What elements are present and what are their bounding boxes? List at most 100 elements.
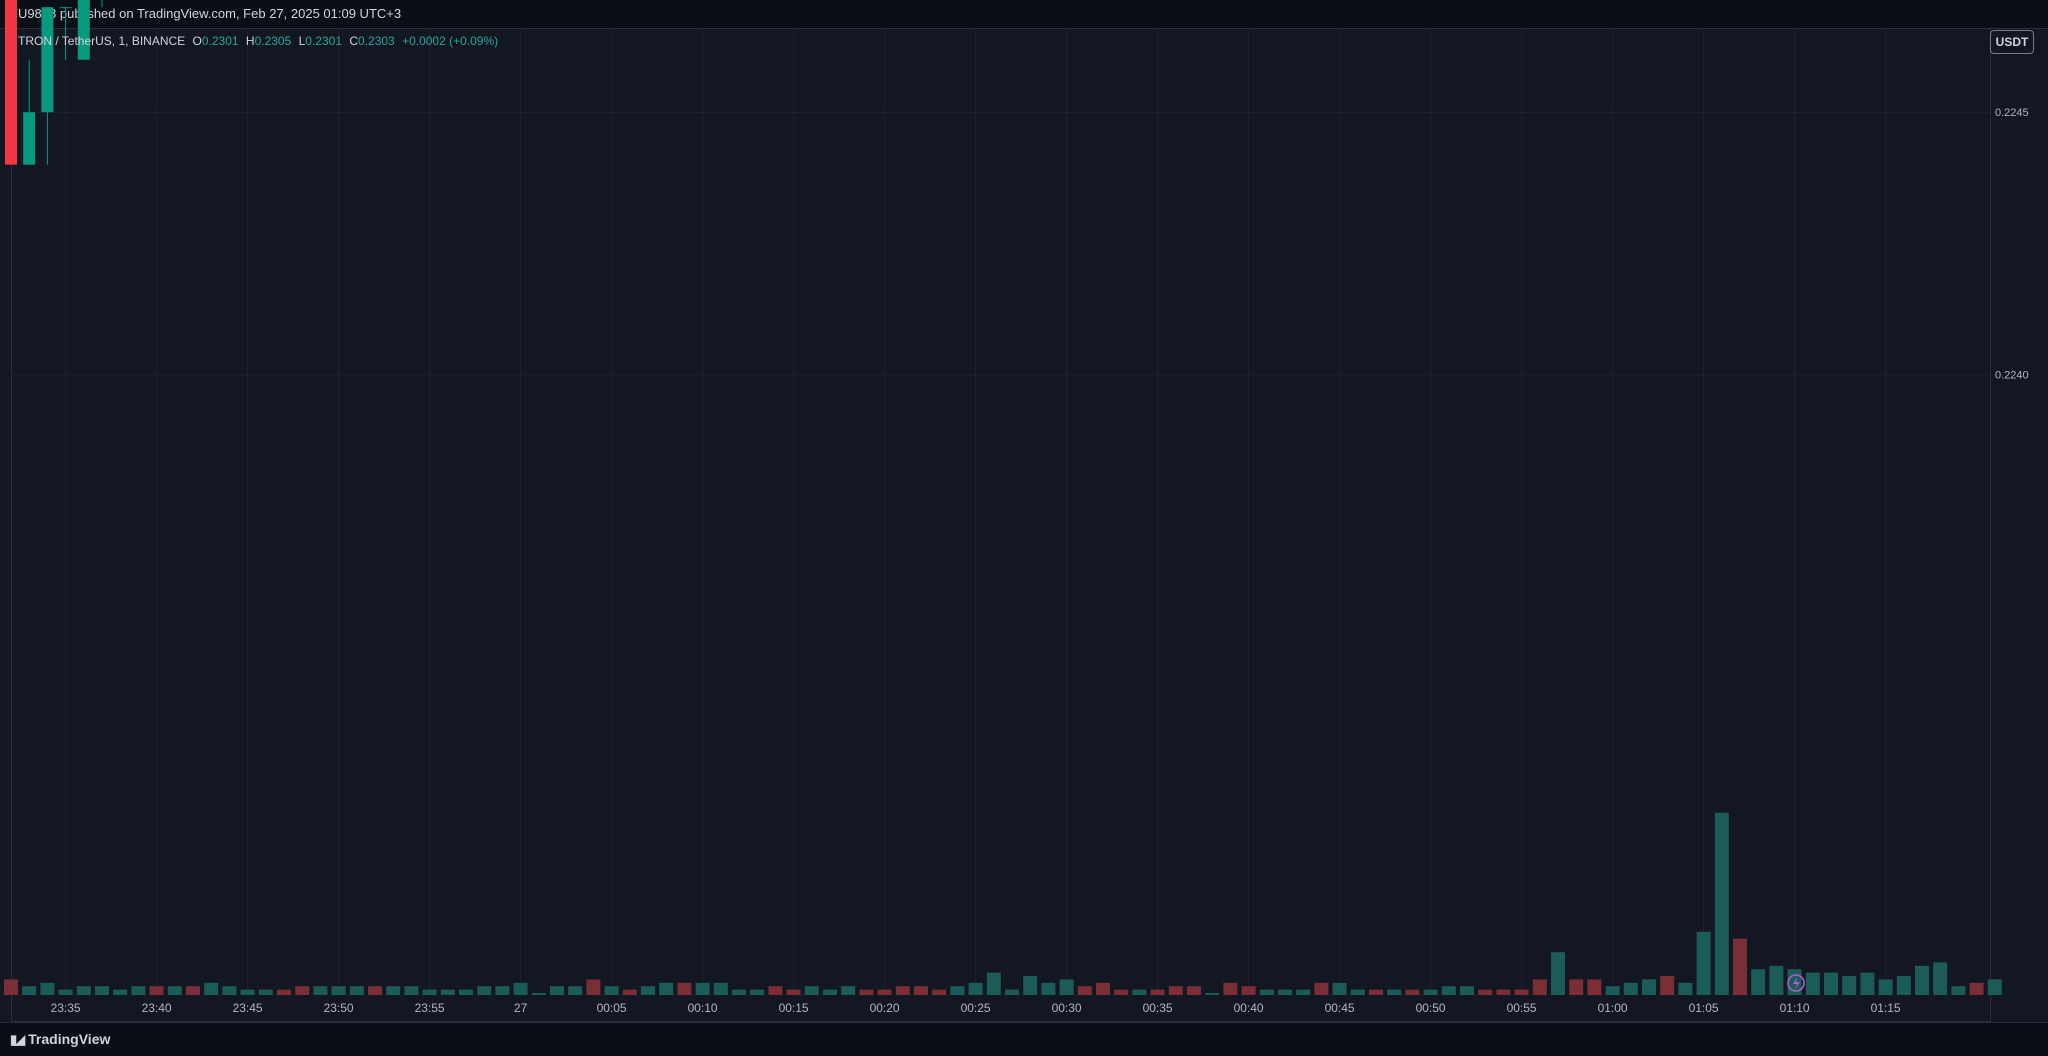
- volume-bar: [823, 989, 837, 995]
- volume-bar: [58, 989, 73, 995]
- volume-bar: [1369, 989, 1383, 995]
- volume-bar: [149, 986, 164, 995]
- volume-bar: [422, 989, 437, 995]
- volume-bar: [258, 989, 273, 995]
- symbol-legend[interactable]: TRON / TetherUS, 1, BINANCE O0.2301 H0.2…: [18, 34, 498, 48]
- x-tick-label: 23:40: [142, 1001, 172, 1015]
- volume-bar: [1678, 982, 1693, 995]
- x-tick-label: 00:45: [1325, 1001, 1355, 1015]
- x-tick-label: 01:15: [1871, 1001, 1901, 1015]
- low-value: 0.2301: [305, 34, 342, 48]
- volume-bar: [1150, 989, 1165, 995]
- volume-bar: [331, 986, 346, 995]
- volume-bar: [459, 989, 473, 995]
- volume-bar: [167, 986, 182, 995]
- x-axis-labels: 23:35 23:40 23:45 23:50 23:55 27 00:05 00:10 00:…: [51, 1001, 1901, 1015]
- volume-bar: [531, 993, 546, 995]
- high-label: H: [245, 34, 255, 48]
- volume-bar: [368, 986, 382, 995]
- volume-bar: [750, 989, 765, 995]
- candle-body: [5, 0, 17, 165]
- volume-bar: [950, 986, 965, 995]
- volume-bar: [1951, 986, 1966, 995]
- volume-bar: [1587, 979, 1602, 995]
- currency-button[interactable]: USDT: [1990, 30, 2034, 54]
- volume-bar: [641, 986, 655, 995]
- volume-bar: [1496, 989, 1511, 995]
- y-tick-label: 0.2240: [1995, 370, 2029, 382]
- volume-bar: [914, 986, 928, 995]
- volume-bar: [76, 986, 91, 995]
- x-tick-label: 00:40: [1234, 1001, 1264, 1015]
- volume-bar: [804, 986, 819, 995]
- volume-bar: [1259, 989, 1274, 995]
- volume-bar: [1933, 962, 1948, 995]
- volume-bar: [1478, 989, 1493, 995]
- volume-bar: [186, 986, 200, 995]
- volume-bar: [204, 982, 219, 995]
- volume-bar: [550, 986, 564, 995]
- volume-bar: [313, 986, 328, 995]
- close-label: C: [349, 34, 359, 48]
- volume-bar: [1696, 931, 1711, 995]
- x-tick-label: 23:45: [233, 1001, 263, 1015]
- volume-bar: [1915, 965, 1929, 995]
- alert-icon[interactable]: [1787, 974, 1805, 992]
- volume-bar: [113, 989, 128, 995]
- x-tick-label: 00:20: [870, 1001, 900, 1015]
- volume-bar: [477, 986, 492, 995]
- volume-bar: [604, 986, 619, 995]
- tradingview-logo[interactable]: ▮◢ TradingView: [10, 1031, 110, 1048]
- volume-bar: [404, 986, 419, 995]
- volume-bar: [1623, 982, 1638, 995]
- volume-bar: [1642, 979, 1656, 995]
- volume-bar: [1460, 986, 1474, 995]
- volume-bar: [586, 979, 601, 995]
- x-tick-label: 00:05: [597, 1001, 627, 1015]
- x-tick-label: 23:35: [51, 1001, 81, 1015]
- volume-bar: [222, 986, 237, 995]
- high-value: 0.2305: [254, 34, 292, 48]
- volume-bar: [1569, 979, 1584, 995]
- x-tick-label: 01:05: [1689, 1001, 1719, 1015]
- volume-bars: [4, 812, 2002, 995]
- volume-bar: [768, 986, 783, 995]
- volume-bar: [295, 986, 310, 995]
- tradingview-icon: ▮◢: [10, 1032, 25, 1047]
- x-tick-label: 00:25: [961, 1001, 991, 1015]
- publish-info: FU9898 published on TradingView.com, Feb…: [10, 6, 402, 21]
- volume-bar: [1514, 989, 1529, 995]
- volume-bar: [1241, 986, 1256, 995]
- volume-bar: [1350, 989, 1365, 995]
- volume-bar: [1405, 989, 1420, 995]
- y-tick-label: 0.2245: [1995, 107, 2029, 119]
- volume-bar: [859, 989, 874, 995]
- volume-bar: [1769, 965, 1784, 995]
- volume-bar: [4, 979, 18, 995]
- volume-bar: [1551, 952, 1565, 995]
- x-tick-label: 23:55: [415, 1001, 445, 1015]
- volume-bar: [1187, 986, 1201, 995]
- volume-bar: [40, 982, 55, 995]
- x-tick-label: 01:10: [1780, 1001, 1810, 1015]
- volume-bar: [1423, 989, 1438, 995]
- volume-bar: [786, 989, 801, 995]
- volume-bar: [568, 986, 583, 995]
- chart-pane-border: [11, 28, 1991, 1022]
- volume-bar: [1223, 982, 1238, 995]
- candle-body: [41, 7, 54, 113]
- volume-bar: [240, 989, 255, 995]
- volume-bar: [1041, 982, 1056, 995]
- volume-bar: [1168, 986, 1183, 995]
- volume-bar: [1714, 812, 1729, 995]
- volume-bar: [1059, 979, 1074, 995]
- volume-bar: [1860, 972, 1875, 995]
- volume-bar: [1733, 938, 1747, 995]
- volume-bar: [1842, 976, 1857, 995]
- grid-lines: [11, 28, 1990, 995]
- footer-bar: ▮◢ TradingView: [0, 1022, 2048, 1056]
- volume-bar: [22, 986, 37, 995]
- volume-bar: [349, 986, 364, 995]
- volume-bar: [1005, 989, 1019, 995]
